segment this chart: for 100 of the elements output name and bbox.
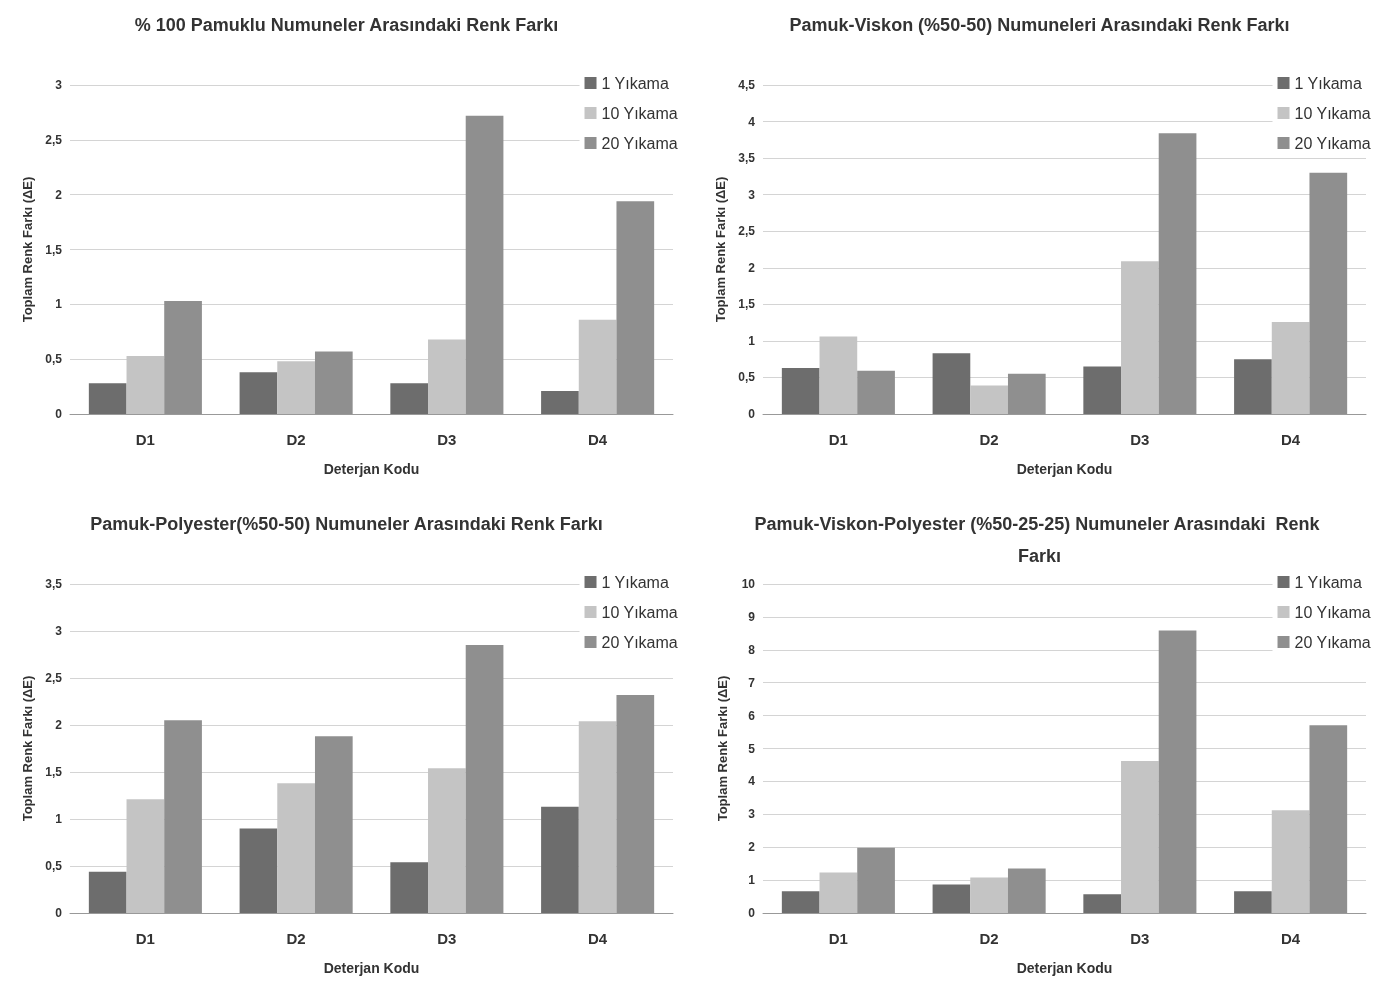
y-tick-label: 1,5 [45,765,63,779]
x-tick-label: D4 [1281,431,1301,448]
bar [88,383,127,414]
legend-label: 20 Yıkama [1294,633,1371,651]
y-tick-label: 0,5 [45,859,63,873]
legend-label: 20 Yıkama [1294,134,1371,152]
bar [578,319,617,414]
bar [781,891,820,913]
bar [88,871,127,913]
legend-label: 20 Yıkama [601,633,678,651]
x-tick-label: D2 [286,930,306,947]
x-tick-label: D3 [437,930,457,947]
y-axis-title: Toplam Renk Farkı (ΔE) [713,176,729,323]
y-tick-label: 0 [748,407,756,421]
bar [1234,891,1272,913]
y-tick-label: 0,5 [738,370,756,385]
y-tick-label: 2 [55,187,63,202]
x-axis-title: Deterjan Kodu [323,461,420,477]
legend-label: 1 Yıkama [601,74,669,92]
bar [932,353,971,414]
y-tick-label: 2 [748,260,756,275]
bar [239,372,278,414]
legend-label: 1 Yıkama [1294,573,1362,591]
bar [428,768,466,913]
legend-label: 10 Yıkama [601,603,678,621]
y-tick-label: 3,5 [738,151,756,166]
y-tick-label: 2 [55,718,63,732]
y-tick-label: 0 [55,906,63,920]
bar [428,339,466,414]
y-tick-label: 9 [748,609,756,624]
bar [126,799,165,913]
y-axis-title: Toplam Renk Farkı (ΔE) [715,675,730,822]
bar [970,385,1008,414]
bar [1271,321,1310,414]
bar [1121,761,1159,913]
bar [239,828,278,913]
y-tick-label: 1 [748,333,756,348]
chart-title: Pamuk-Viskon (%50-50) Numuneleri Arasındaki Renk Farkı [789,15,1290,35]
y-tick-label: 7 [748,675,756,690]
x-tick-label: D1 [135,930,155,947]
y-axis-title: Toplam Renk Farkı (ΔE) [20,675,36,822]
bar [781,367,820,414]
legend-label: 10 Yıkama [601,104,678,122]
bar [819,336,858,414]
x-axis-title: Deterjan Kodu [1016,461,1113,477]
legend-label: 10 Yıkama [1294,104,1371,122]
y-tick-label: 3,5 [45,577,63,591]
y-tick-label: 1,5 [45,242,63,257]
x-tick-label: D3 [1130,930,1150,947]
y-tick-label: 3 [55,624,63,638]
bar [126,355,165,414]
y-tick-label: 6 [748,708,756,723]
bar [277,361,315,414]
x-tick-label: D4 [588,431,608,448]
bar [1271,810,1310,913]
y-tick-label: 1 [55,812,63,826]
y-tick-label: 3 [55,78,63,92]
x-tick-label: D3 [437,431,457,448]
y-tick-label: 0,5 [45,352,63,367]
y-tick-label: 10 [741,577,756,591]
bar [541,390,579,414]
x-tick-label: D2 [286,431,306,448]
x-tick-label: D3 [1130,431,1150,448]
y-tick-label: 1 [55,297,63,312]
y-tick-label: 2,5 [738,224,756,239]
y-tick-label: 0 [748,906,756,920]
y-tick-label: 2 [748,840,756,855]
y-tick-label: 5 [748,741,756,756]
bar [1083,366,1122,414]
y-tick-label: 3 [748,187,756,202]
bar [970,877,1008,913]
y-tick-label: 2,5 [45,132,63,147]
x-tick-label: D2 [979,930,999,947]
x-axis-title: Deterjan Kodu [1016,960,1113,976]
bar [1234,359,1272,414]
chart-title: Pamuk-Polyester(%50-50) Numuneler Arasındaki Renk Farkı [90,514,603,534]
legend-label: 1 Yıkama [1294,74,1362,92]
y-tick-label: 8 [748,642,756,657]
x-tick-label: D1 [828,930,848,947]
chart-title: Pamuk-Viskon-Polyester (%50-25-25) Numuneler Arasındaki Renk Farkı [754,514,1325,566]
chart-title: % 100 Pamuklu Numuneler Arasındaki Renk Farkı [134,15,559,35]
y-tick-label: 4,5 [738,78,756,92]
legend-label: 10 Yıkama [1294,603,1371,621]
y-tick-label: 4 [748,774,756,789]
bar [541,806,579,913]
y-tick-label: 1,5 [738,297,756,312]
x-tick-label: D4 [1281,930,1301,947]
bar [1083,894,1122,913]
y-tick-label: 3 [748,807,756,822]
bar [390,383,429,414]
bar [932,884,971,913]
y-tick-label: 1 [748,873,756,888]
bar [819,872,858,913]
bar [390,862,429,913]
x-tick-label: D4 [588,930,608,947]
y-tick-label: 0 [55,407,63,421]
bar [277,783,315,913]
y-tick-label: 4 [748,114,756,129]
y-tick-label: 2,5 [45,671,63,685]
x-tick-label: D1 [135,431,155,448]
